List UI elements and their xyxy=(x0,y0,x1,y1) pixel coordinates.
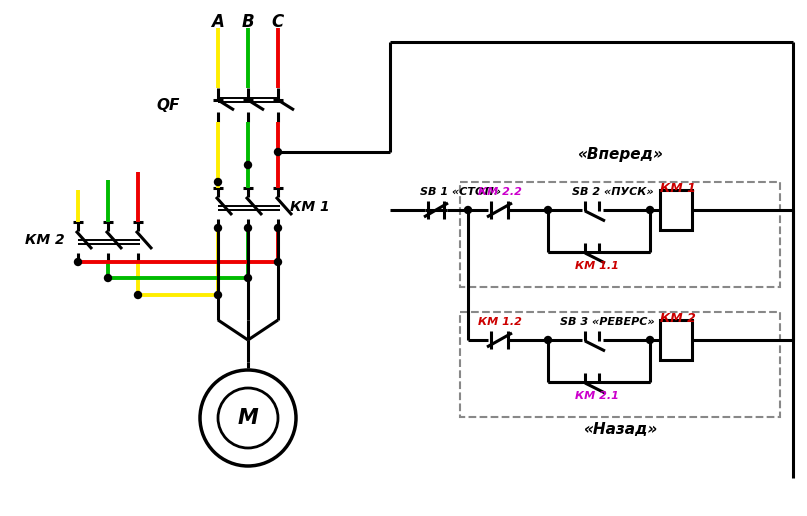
Text: КМ 1.1: КМ 1.1 xyxy=(575,261,619,271)
Text: A: A xyxy=(211,13,224,31)
Text: КМ 2: КМ 2 xyxy=(660,312,696,325)
Circle shape xyxy=(104,275,111,282)
Circle shape xyxy=(274,149,282,155)
Text: КМ 2.1: КМ 2.1 xyxy=(575,391,619,401)
Text: SB 1 «СТОП»: SB 1 «СТОП» xyxy=(420,187,501,197)
FancyBboxPatch shape xyxy=(660,190,692,230)
Circle shape xyxy=(274,224,282,232)
Text: QF: QF xyxy=(157,98,180,112)
Circle shape xyxy=(545,206,551,214)
Text: КМ 2.2: КМ 2.2 xyxy=(478,187,522,197)
Text: «Вперед»: «Вперед» xyxy=(577,148,663,163)
FancyBboxPatch shape xyxy=(660,320,692,360)
Text: КМ 1: КМ 1 xyxy=(290,200,329,214)
Circle shape xyxy=(215,224,221,232)
Circle shape xyxy=(215,292,221,298)
Text: КМ 1: КМ 1 xyxy=(660,182,696,195)
Circle shape xyxy=(245,162,252,169)
Circle shape xyxy=(465,206,471,214)
Text: КМ 1.2: КМ 1.2 xyxy=(478,317,522,327)
Text: «Назад»: «Назад» xyxy=(583,423,657,438)
Text: SB 3 «РЕВЕРС»: SB 3 «РЕВЕРС» xyxy=(560,317,654,327)
Text: SB 2 «ПУСК»: SB 2 «ПУСК» xyxy=(572,187,654,197)
Circle shape xyxy=(74,259,82,266)
Circle shape xyxy=(245,224,252,232)
Text: M: M xyxy=(237,408,258,428)
Circle shape xyxy=(646,336,654,344)
Circle shape xyxy=(545,336,551,344)
Circle shape xyxy=(215,179,221,185)
Text: КМ 2: КМ 2 xyxy=(25,233,65,247)
Text: B: B xyxy=(241,13,254,31)
Circle shape xyxy=(245,275,252,282)
Circle shape xyxy=(135,292,141,298)
Circle shape xyxy=(646,206,654,214)
Circle shape xyxy=(274,259,282,266)
Text: C: C xyxy=(272,13,284,31)
